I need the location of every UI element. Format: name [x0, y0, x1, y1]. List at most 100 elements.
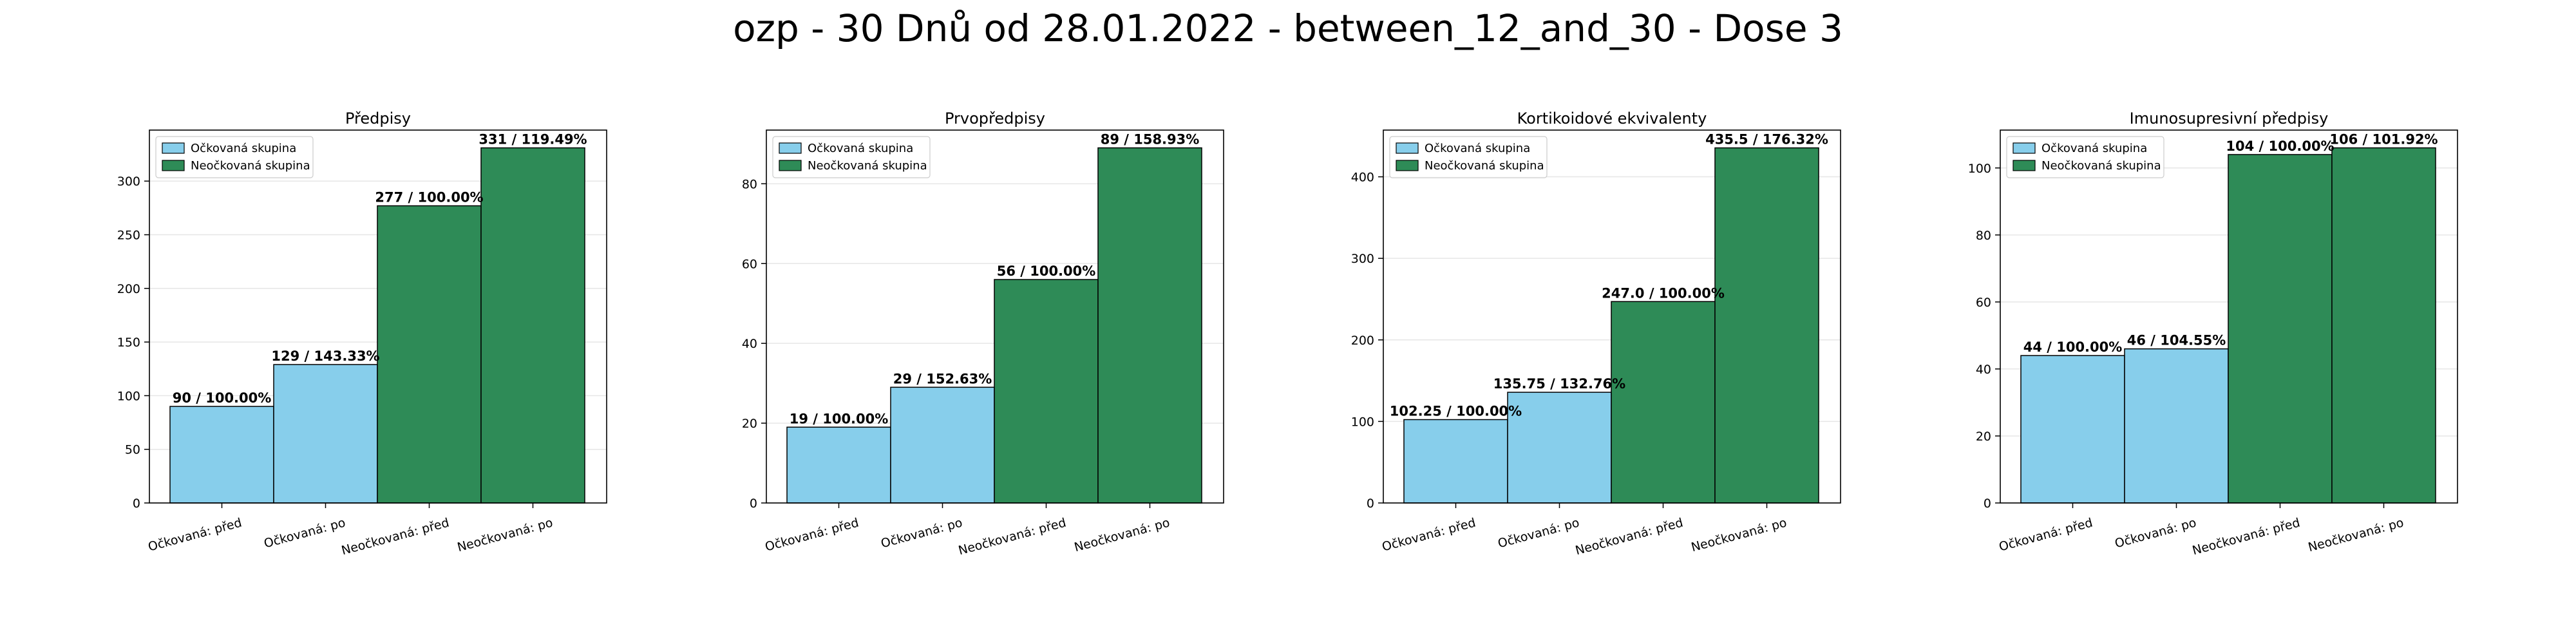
x-tick-label: Neočkovaná: po: [1073, 516, 1171, 555]
bar-label: 135.75 / 132.76%: [1493, 376, 1625, 392]
x-tick-label: Neočkovaná: před: [957, 516, 1068, 558]
chart-panel: Prvopředpisy 19 / 100.00% 29 / 152.63% 56 /…: [742, 109, 1224, 558]
y-tick-label: 40: [742, 337, 757, 351]
legend-swatch: [162, 142, 185, 154]
y-tick-label: 250: [117, 229, 140, 243]
bar: [2331, 147, 2436, 504]
legend-swatch: [779, 160, 802, 171]
bar: [273, 364, 378, 504]
bar: [2228, 154, 2333, 504]
legend-swatch: [162, 160, 185, 171]
legend-label: Očkovaná skupina: [808, 142, 913, 155]
legend-label: Neočkovaná skupina: [191, 159, 310, 173]
x-tick-label: Očkovaná: před: [147, 516, 243, 554]
x-tick-label: Očkovaná: po: [2113, 516, 2197, 551]
plot-frame: [149, 129, 607, 504]
chart-title: Předpisy: [345, 109, 411, 128]
y-tick-label: 0: [1367, 497, 1374, 511]
legend-swatch: [1396, 160, 1419, 171]
y-tick-label: 20: [1976, 430, 1991, 444]
x-tick-label: Očkovaná: po: [262, 516, 346, 551]
y-tick-label: 80: [742, 177, 757, 191]
chart-title: Kortikoidové ekvivalenty: [1517, 109, 1707, 128]
y-tick-label: 300: [117, 175, 140, 189]
legend-swatch: [779, 142, 802, 154]
bar-label: 89 / 158.93%: [1101, 132, 1200, 147]
bar: [1403, 419, 1508, 504]
y-tick-label: 20: [742, 417, 757, 431]
bar: [377, 205, 482, 504]
x-tick-label: Očkovaná: před: [1381, 516, 1477, 554]
bar-label: 19 / 100.00%: [790, 411, 889, 426]
bar-label: 44 / 100.00%: [2023, 339, 2123, 355]
y-tick-label: 0: [1984, 497, 1991, 511]
y-tick-label: 60: [1976, 296, 1991, 310]
x-tick-label: Očkovaná: před: [764, 516, 860, 554]
x-tick-label: Neočkovaná: před: [2191, 516, 2302, 558]
chart-panel: Předpisy 90 / 100.00% 129 / 143.33% 277 / 1…: [117, 109, 607, 558]
bar-label: 46 / 104.55%: [2127, 333, 2226, 348]
y-tick-label: 0: [750, 497, 757, 511]
legend-box: [155, 136, 314, 178]
bar-label: 104 / 100.00%: [2226, 138, 2334, 154]
chart-panel: Kortikoidové ekvivalenty 102.25 / 100.00%…: [1351, 109, 1841, 558]
legend-label: Očkovaná skupina: [2041, 142, 2147, 155]
y-tick-label: 150: [117, 336, 140, 350]
bar-label: 56 / 100.00%: [997, 263, 1096, 279]
x-tick-label: Neočkovaná: po: [456, 516, 554, 555]
x-tick-label: Očkovaná: před: [1998, 516, 2094, 554]
chart-title: Prvopředpisy: [945, 109, 1045, 128]
bar: [890, 386, 995, 504]
chart-panel: Imunosupresivní předpisy 44 / 100.00% 46 /…: [1968, 109, 2458, 558]
plot-frame: [2000, 129, 2458, 504]
y-tick-label: 200: [1351, 334, 1374, 348]
bar: [1507, 392, 1612, 504]
x-tick-label: Neočkovaná: před: [340, 516, 451, 558]
bar: [2020, 355, 2125, 504]
bar: [786, 426, 891, 504]
y-tick-label: 100: [117, 389, 140, 403]
bar-label: 90 / 100.00%: [173, 390, 272, 406]
y-tick-label: 400: [1351, 171, 1374, 185]
y-tick-label: 100: [1351, 415, 1374, 429]
bar-label: 277 / 100.00%: [375, 190, 483, 205]
y-tick-label: 0: [133, 497, 140, 511]
bar: [480, 147, 585, 504]
bar-label: 129 / 143.33%: [271, 348, 379, 364]
x-tick-label: Očkovaná: po: [1496, 516, 1580, 551]
y-tick-label: 200: [117, 282, 140, 296]
legend-swatch: [2012, 160, 2036, 171]
x-tick-label: Neočkovaná: po: [1690, 516, 1788, 555]
legend-label: Očkovaná skupina: [191, 142, 296, 155]
legend-box: [2006, 136, 2164, 178]
legend-label: Neočkovaná skupina: [1425, 159, 1544, 173]
x-tick-label: Očkovaná: po: [879, 516, 963, 551]
chart-title: Imunosupresivní předpisy: [2130, 109, 2329, 128]
bar: [1611, 301, 1716, 504]
bar-label: 247.0 / 100.00%: [1602, 285, 1725, 301]
y-tick-label: 80: [1976, 229, 1991, 243]
bar-label: 331 / 119.49%: [478, 132, 587, 147]
bar: [994, 279, 1099, 504]
legend-swatch: [2012, 142, 2036, 154]
y-tick-label: 40: [1976, 363, 1991, 377]
y-tick-label: 100: [1968, 162, 1991, 176]
figure-title: ozp - 30 Dnů od 28.01.2022 - between_12_…: [733, 6, 1843, 50]
x-tick-label: Neočkovaná: před: [1574, 516, 1685, 558]
y-tick-label: 60: [742, 257, 757, 271]
bar: [1714, 147, 1819, 504]
bar: [1097, 147, 1202, 504]
legend-box: [1389, 136, 1548, 178]
y-tick-label: 50: [125, 443, 140, 457]
x-tick-label: Neočkovaná: po: [2307, 516, 2405, 555]
bar: [2124, 348, 2229, 504]
legend-label: Neočkovaná skupina: [808, 159, 927, 173]
bar-label: 102.25 / 100.00%: [1390, 404, 1522, 419]
legend-box: [772, 136, 931, 178]
bar-label: 106 / 101.92%: [2329, 132, 2438, 147]
legend-label: Očkovaná skupina: [1425, 142, 1530, 155]
y-tick-label: 300: [1351, 252, 1374, 266]
bar: [169, 406, 274, 504]
